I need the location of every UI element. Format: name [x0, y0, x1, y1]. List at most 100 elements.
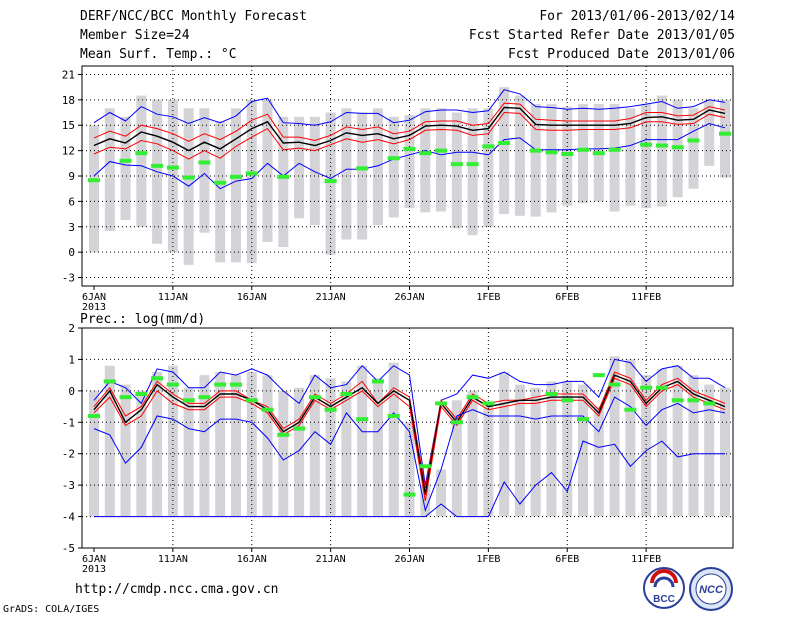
temp-spread-bar	[89, 125, 99, 253]
prec-spread-bar	[183, 387, 194, 517]
prec-observed-mark	[245, 398, 258, 403]
prec-spread-bar	[499, 372, 510, 517]
temp-spread-bar	[514, 95, 525, 216]
prec-observed-mark	[403, 492, 416, 497]
prec-observed-mark	[466, 395, 479, 400]
temp-xtick-label: 16JAN	[237, 292, 267, 303]
temp-ytick-label: 3	[68, 221, 75, 234]
temp-spread-bar	[609, 104, 620, 212]
prec-spread-bar	[483, 406, 494, 517]
prec-spread-bar	[514, 384, 525, 517]
source-url[interactable]: http://cmdp.ncc.cma.gov.cn	[75, 582, 279, 597]
prec-observed-mark	[119, 395, 132, 400]
temp-observed-mark	[387, 156, 400, 161]
prec-observed-mark	[671, 398, 684, 403]
temp-observed-mark	[545, 150, 558, 155]
prec-min-line	[93, 396, 726, 513]
svg-text:NCC: NCC	[699, 584, 724, 596]
prec-xtick-label: 16JAN	[237, 554, 267, 565]
prec-spread-bar	[294, 387, 305, 517]
temp-observed-mark	[245, 171, 258, 176]
ncc-logo: NCC	[689, 567, 733, 611]
temp-xtick-label: 21JAN	[316, 292, 346, 303]
prec-ytick-label: -2	[62, 448, 75, 461]
prec-max-line	[93, 358, 726, 486]
temp-ytick-label: 9	[68, 170, 75, 183]
prec-observed-mark	[592, 373, 605, 378]
prec-observed-mark	[182, 398, 195, 403]
grads-credit: GrADS: COLA/IGES	[3, 604, 100, 615]
temp-spread-bar	[230, 108, 241, 263]
prec-q25-line	[93, 377, 726, 501]
temp-spread-bar	[720, 99, 730, 178]
temp-spread-bar	[120, 116, 131, 220]
temp-spread-bar	[578, 104, 589, 204]
prec-observed-mark	[482, 401, 495, 406]
prec-observed-mark	[340, 392, 353, 396]
prec-observed-mark	[356, 417, 369, 422]
prec-observed-mark	[293, 426, 306, 431]
svg-text:BCC: BCC	[653, 594, 675, 605]
temp-spread-bar	[104, 108, 115, 231]
prec-spread-bar	[609, 356, 620, 517]
temp-spread-bar	[136, 95, 147, 227]
temp-spread-bar	[546, 104, 557, 213]
prec-observed-mark	[687, 398, 700, 403]
temp-observed-mark	[166, 165, 179, 170]
prec-spread-bar	[372, 378, 383, 517]
temp-xtick-label: 6JAN	[82, 292, 106, 303]
prec-observed-mark	[371, 379, 384, 384]
temp-spread-bar	[309, 116, 320, 226]
prec-observed-mark	[577, 417, 590, 422]
prec-floor-line	[94, 440, 725, 518]
temp-observed-mark	[466, 162, 479, 167]
temp-spread-bar	[246, 99, 257, 264]
temp-max-line	[93, 89, 726, 126]
prec-spread-bar	[167, 365, 178, 517]
prec-title: Prec.: log(mm/d)	[80, 312, 205, 327]
prec-observed-mark	[703, 401, 716, 406]
temp-q75-line	[93, 102, 726, 142]
temp-spread-bar	[420, 108, 431, 213]
temp-spread-bar	[325, 112, 336, 255]
temp-ytick-label: 12	[62, 145, 75, 158]
temp-observed-mark	[450, 162, 463, 167]
temp-observed-mark	[229, 174, 242, 179]
temp-spread-bar	[451, 112, 462, 229]
temp-spread-bar	[688, 108, 699, 189]
prec-observed-mark	[198, 395, 211, 400]
prec-spread-bar	[656, 368, 667, 517]
prec-observed-mark	[624, 407, 637, 412]
prec-spread-bar	[404, 422, 415, 517]
prec-observed-mark	[450, 420, 463, 425]
prec-spread-bar	[546, 381, 557, 517]
forecast-period: For 2013/01/06-2013/02/14	[539, 9, 735, 24]
temp-ytick-label: 18	[62, 94, 75, 107]
prec-xtick-label: 11FEB	[631, 554, 661, 565]
temp-observed-mark	[198, 160, 211, 165]
temp-xtick-label: 1FEB	[476, 292, 500, 303]
prec-spread-bar	[688, 375, 699, 517]
member-size: Member Size=24	[80, 28, 190, 43]
prec-spread-bar	[720, 387, 730, 517]
prec-spread-bar	[641, 375, 652, 517]
temp-spread-bar	[530, 104, 541, 217]
prec-observed-mark	[166, 382, 179, 387]
temp-spread-bar	[341, 108, 352, 240]
temp-observed-mark	[435, 148, 448, 153]
prec-spread-bar	[262, 375, 273, 517]
prec-observed-mark	[387, 414, 400, 418]
prec-spread-bar	[593, 406, 604, 517]
temp-observed-mark	[88, 178, 100, 183]
prec-spread-bar	[625, 359, 636, 517]
temp-spread-bar	[483, 108, 494, 227]
prec-observed-mark	[655, 385, 668, 390]
temp-observed-mark	[356, 166, 369, 171]
temp-spread-bar	[262, 99, 273, 242]
prec-xtick-label: 6JAN	[82, 554, 106, 565]
prec-observed-mark	[324, 407, 337, 412]
temp-spread-bar	[199, 108, 210, 233]
temp-observed-mark	[640, 142, 653, 147]
prec-observed-mark	[419, 464, 432, 469]
